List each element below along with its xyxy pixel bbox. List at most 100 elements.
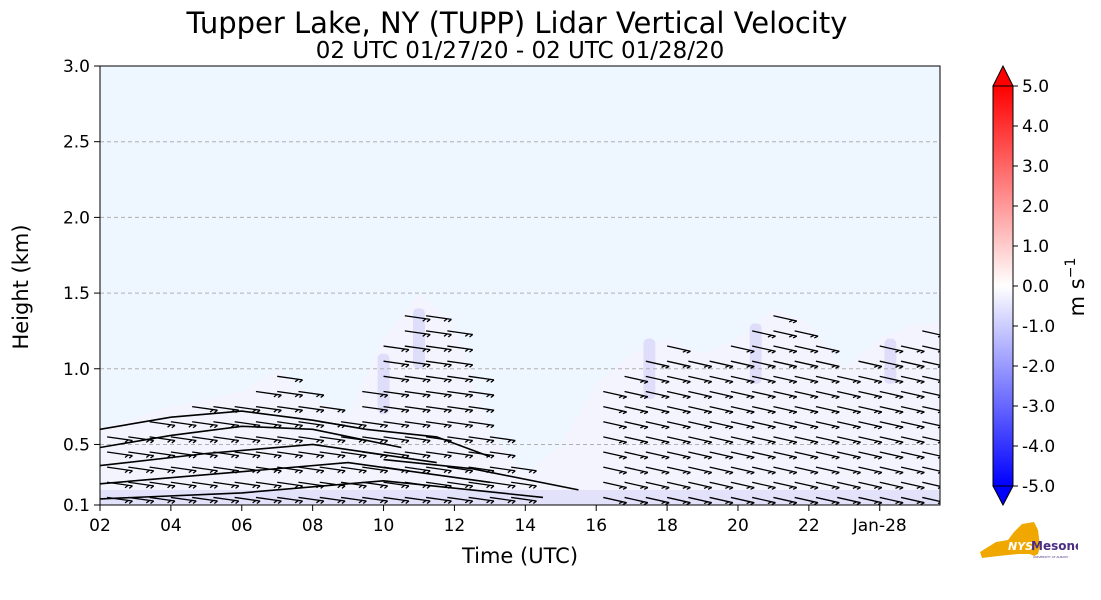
wind-barb-284	[858, 451, 883, 460]
wind-barb-222	[730, 360, 755, 369]
wind-barb-159	[603, 436, 627, 445]
wind-barb-117	[425, 436, 452, 444]
wind-barb-296	[879, 421, 904, 430]
x-tick-label-3: 08	[302, 516, 324, 536]
wind-barb-198	[688, 421, 713, 430]
wind-barb-212	[709, 360, 734, 369]
x-tick-label-7: 16	[585, 516, 607, 536]
wind-barb-74	[319, 405, 346, 414]
wind-barb-102	[404, 466, 431, 474]
wind-barb-116	[425, 451, 452, 459]
wind-barb-299	[879, 375, 904, 384]
wind-barb-54	[277, 451, 303, 459]
wind-barb-252	[794, 451, 819, 460]
wind-barb-288	[858, 390, 883, 400]
wind-barb-280	[837, 375, 861, 384]
wind-barb-188	[666, 405, 691, 415]
wind-barb-94	[383, 421, 410, 429]
y-tick-label-4: 2.0	[63, 208, 90, 228]
wind-barb-30	[213, 481, 240, 489]
x-tick-label-6: 14	[514, 516, 536, 536]
wind-barb-209	[709, 405, 734, 415]
wind-barb-226	[752, 466, 776, 475]
wind-barb-18	[170, 466, 197, 474]
wind-barb-10	[149, 496, 176, 504]
wind-barb-221	[730, 375, 755, 384]
wind-barb-146	[468, 375, 495, 383]
wind-barb-9	[128, 436, 155, 444]
wind-barb-245	[773, 360, 798, 369]
wind-barb-80	[340, 421, 367, 429]
wind-barb-214	[730, 481, 755, 490]
wind-barb-95	[383, 405, 410, 414]
wind-barb-311	[900, 360, 925, 369]
wind-barb-291	[879, 496, 904, 505]
wind-barb-169	[624, 405, 649, 415]
wind-barb-21	[170, 421, 197, 429]
x-tick-label-1: 04	[160, 516, 182, 536]
wind-barb-197	[688, 436, 713, 445]
wind-barb-43	[255, 496, 282, 504]
wind-barb-172	[645, 496, 670, 505]
wind-barb-269	[815, 375, 840, 384]
wind-barb-289	[858, 375, 883, 384]
wind-barb-302	[900, 496, 925, 505]
wind-barb-57	[277, 405, 303, 414]
wind-barb-44	[255, 481, 282, 489]
wind-barb-171	[624, 375, 649, 384]
wind-barb-201	[688, 375, 713, 384]
wind-barb-237	[773, 481, 798, 490]
wind-barb-34	[213, 421, 240, 429]
wind-barb-156	[603, 481, 627, 490]
nys-mesonet-logo: NYS Mesonet UNIVERSITY AT ALBANY	[978, 520, 1089, 570]
wind-barb-142	[468, 436, 495, 444]
signal-region	[100, 293, 940, 505]
wind-barb-260	[794, 330, 819, 339]
colorbar-gradient	[992, 85, 1014, 487]
wind-barb-249	[794, 496, 819, 505]
colorbar-tick-label-3: 2.0	[1022, 197, 1049, 217]
wind-barb-272	[837, 496, 861, 505]
wind-barb-144	[468, 405, 495, 414]
wind-barb-275	[837, 451, 861, 460]
wind-barb-295	[879, 436, 904, 445]
wind-barb-176	[645, 436, 670, 445]
wind-barb-55	[277, 436, 303, 444]
wind-barb-203	[709, 496, 734, 505]
wind-barb-180	[645, 375, 670, 384]
wind-barb-59	[277, 375, 303, 383]
wind-barb-128	[447, 466, 474, 474]
colorbar-tick-label-5: 0.0	[1022, 277, 1049, 297]
wind-barb-145	[468, 390, 495, 399]
wind-barb-210	[709, 390, 734, 400]
wind-barb-24	[192, 466, 218, 474]
wind-barb-239	[773, 451, 798, 460]
wind-barb-39	[234, 451, 261, 459]
wind-barb-82	[362, 481, 389, 489]
wind-barb-307	[900, 421, 925, 430]
y-tick-label-5: 2.5	[63, 133, 90, 153]
x-axis-label: Time (UTC)	[461, 544, 578, 568]
wind-barb-211	[709, 375, 734, 384]
wind-barb-88	[362, 390, 389, 399]
wind-barb-168	[624, 421, 649, 430]
wind-barb-200	[688, 390, 713, 400]
wind-barb-119	[425, 405, 452, 414]
wind-barb-154	[511, 466, 537, 474]
wind-barb-17	[170, 481, 197, 489]
wind-barb-147	[489, 496, 516, 504]
wind-barb-158	[603, 451, 627, 460]
wind-barb-47	[255, 436, 282, 444]
wind-barb-120	[425, 390, 452, 399]
wind-barb-153	[511, 481, 537, 489]
wind-barb-113	[425, 496, 452, 504]
wind-barb-256	[794, 390, 819, 400]
wind-barb-114	[425, 481, 452, 489]
wind-barb-208	[709, 421, 734, 430]
wind-barb-27	[192, 421, 218, 429]
wind-barb-28	[192, 405, 218, 414]
wind-barb-83	[362, 466, 389, 474]
descent-patch-0	[377, 353, 390, 415]
y-tick-label-0: 0.1	[63, 496, 90, 516]
